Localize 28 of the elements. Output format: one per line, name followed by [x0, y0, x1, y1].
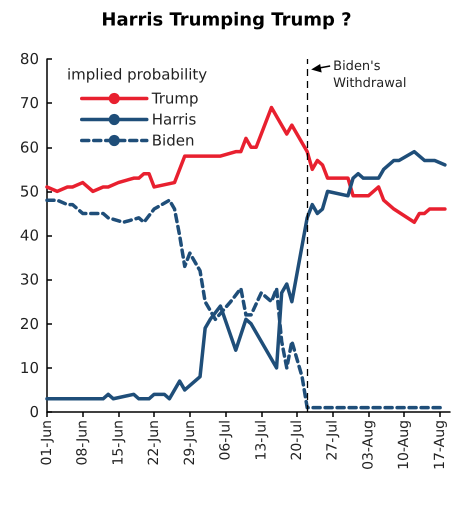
x-tick-label: 15-Jun [110, 420, 126, 466]
legend-label: Harris [152, 110, 196, 128]
y-tick-label: 20 [20, 314, 39, 333]
y-tick-label: 30 [20, 270, 39, 289]
x-tick-label: 20-Jul [288, 420, 305, 461]
y-tick-label: 40 [20, 226, 39, 244]
x-tick-label: 13-Jul [253, 420, 270, 461]
legend-label: Biden [152, 132, 194, 150]
legend-label: Trump [150, 90, 199, 108]
y-tick-label: 80 [20, 50, 39, 68]
x-tick-label: 01-Jun [39, 420, 55, 466]
y-tick-label: 10 [20, 358, 39, 377]
y-axis-title: implied probability [67, 66, 208, 84]
x-tick-label: 06-Jul [218, 420, 234, 461]
x-tick-label: 17-Aug [432, 420, 448, 470]
y-tick-label: 60 [20, 138, 39, 156]
x-tick-label: 08-Jun [74, 420, 91, 466]
chart-title: Harris Trumping Trump ? [101, 10, 352, 30]
x-tick-label: 27-Jul [324, 420, 341, 461]
x-tick-label: 03-Aug [360, 420, 376, 470]
x-tick-label: 29-Jun [182, 420, 198, 466]
line-series [45, 106, 447, 224]
y-tick-label: 50 [20, 182, 39, 200]
x-tick-label: 22-Jun [146, 420, 162, 466]
y-tick-label: 70 [20, 94, 39, 112]
ref-line-label: Biden's Withdrawal [333, 59, 406, 91]
x-tick-label: 10-Aug [396, 420, 412, 470]
y-tick-label: 0 [29, 403, 39, 421]
